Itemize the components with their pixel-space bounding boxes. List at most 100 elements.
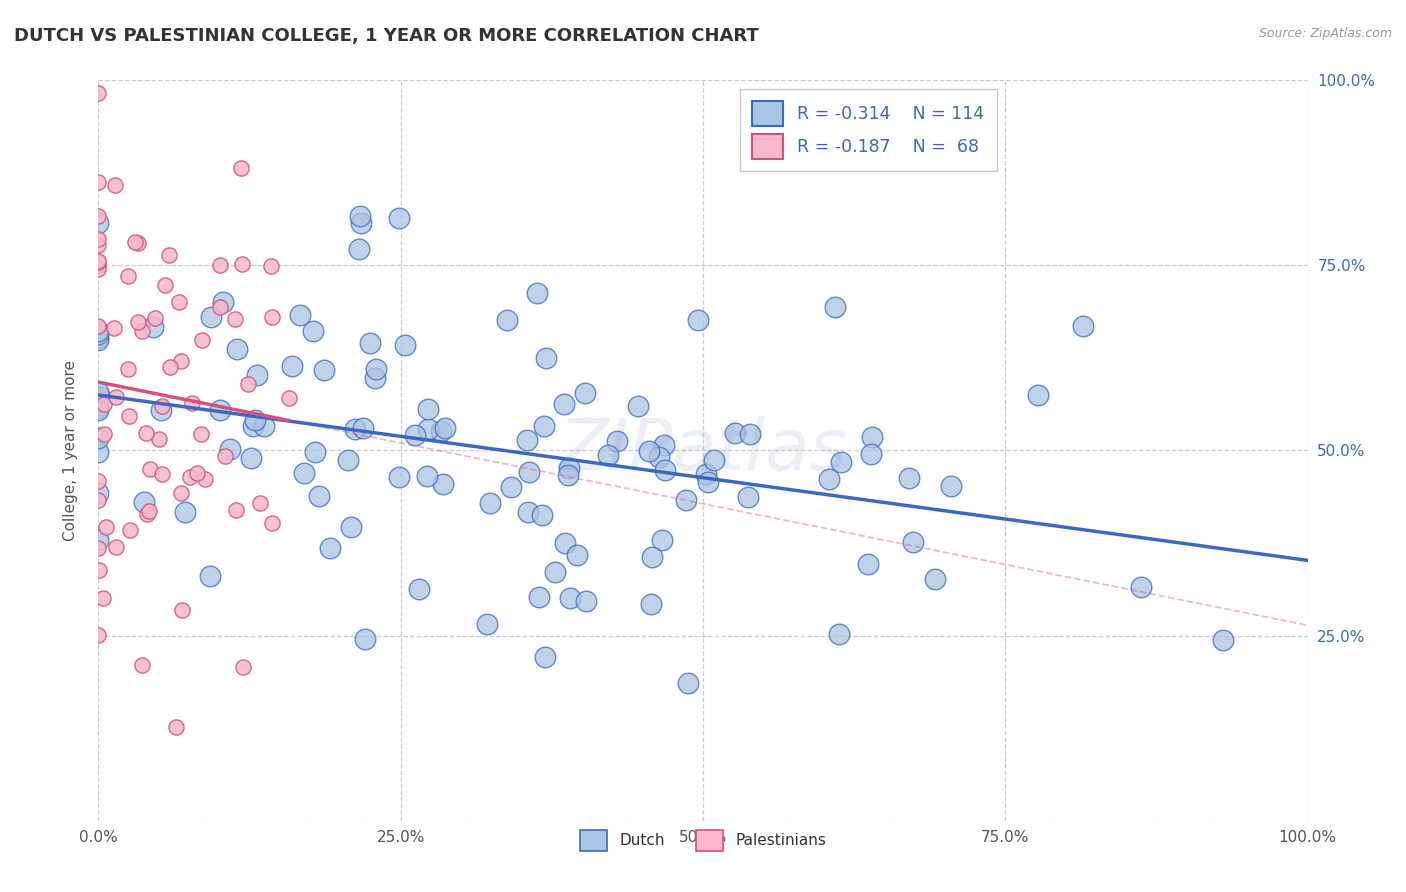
- Point: [554, 535, 576, 549]
- Point: [304, 445, 326, 459]
- Point: [117, 268, 139, 283]
- Point: [139, 462, 162, 476]
- Point: [209, 258, 232, 272]
- Point: [416, 401, 439, 416]
- Point: [87, 493, 110, 508]
- Point: [676, 676, 699, 690]
- Point: [87, 533, 110, 548]
- Point: [209, 300, 232, 314]
- Point: [475, 617, 498, 632]
- Point: [260, 259, 283, 273]
- Point: [179, 470, 201, 484]
- Point: [652, 437, 675, 451]
- Point: [724, 425, 747, 440]
- Point: [364, 361, 387, 376]
- Point: [214, 449, 236, 463]
- Point: [211, 295, 233, 310]
- Point: [87, 402, 110, 417]
- Point: [641, 550, 664, 565]
- Point: [181, 395, 204, 409]
- Point: [87, 326, 110, 341]
- Point: [343, 422, 366, 436]
- Point: [479, 496, 502, 510]
- Point: [359, 335, 381, 350]
- Point: [363, 370, 385, 384]
- Point: [606, 434, 628, 448]
- Point: [208, 403, 231, 417]
- Point: [246, 368, 269, 383]
- Point: [531, 508, 554, 522]
- Point: [87, 238, 110, 252]
- Point: [242, 419, 264, 434]
- Point: [155, 277, 177, 292]
- Point: [432, 476, 454, 491]
- Point: [226, 343, 249, 357]
- Point: [824, 300, 846, 314]
- Point: [860, 447, 883, 461]
- Point: [124, 235, 146, 249]
- Point: [280, 359, 302, 374]
- Point: [87, 385, 110, 400]
- Point: [87, 86, 110, 100]
- Point: [526, 286, 548, 301]
- Text: DUTCH VS PALESTINIAN COLLEGE, 1 YEAR OR MORE CORRELATION CHART: DUTCH VS PALESTINIAN COLLEGE, 1 YEAR OR …: [14, 27, 759, 45]
- Point: [308, 489, 330, 503]
- Point: [87, 431, 110, 445]
- Point: [1071, 318, 1094, 333]
- Legend: Dutch, Palestinians: Dutch, Palestinians: [574, 823, 832, 857]
- Point: [165, 720, 187, 734]
- Point: [132, 494, 155, 508]
- Point: [103, 320, 125, 334]
- Point: [157, 248, 180, 262]
- Point: [87, 258, 110, 272]
- Point: [575, 594, 598, 608]
- Point: [104, 390, 127, 404]
- Point: [302, 324, 325, 338]
- Point: [516, 505, 538, 519]
- Point: [416, 422, 439, 436]
- Point: [941, 479, 963, 493]
- Point: [191, 333, 214, 347]
- Point: [131, 324, 153, 338]
- Point: [314, 363, 336, 377]
- Point: [416, 469, 439, 483]
- Point: [87, 261, 110, 276]
- Point: [517, 465, 540, 479]
- Point: [127, 236, 149, 251]
- Point: [148, 432, 170, 446]
- Point: [190, 427, 212, 442]
- Point: [87, 209, 110, 223]
- Point: [565, 548, 588, 562]
- Point: [170, 603, 193, 617]
- Point: [87, 215, 110, 229]
- Point: [117, 362, 139, 376]
- Point: [225, 502, 247, 516]
- Point: [654, 463, 676, 477]
- Point: [349, 216, 371, 230]
- Point: [200, 310, 222, 324]
- Point: [245, 413, 267, 427]
- Point: [91, 591, 114, 606]
- Point: [87, 175, 110, 189]
- Point: [388, 470, 411, 484]
- Point: [352, 421, 374, 435]
- Point: [93, 397, 115, 411]
- Point: [408, 582, 430, 597]
- Point: [89, 562, 111, 576]
- Point: [118, 409, 141, 423]
- Point: [186, 466, 208, 480]
- Point: [558, 461, 581, 475]
- Point: [253, 418, 276, 433]
- Point: [194, 473, 217, 487]
- Point: [640, 597, 662, 611]
- Point: [224, 312, 246, 326]
- Y-axis label: College, 1 year or more: College, 1 year or more: [63, 360, 77, 541]
- Point: [637, 444, 659, 458]
- Point: [703, 452, 725, 467]
- Point: [87, 319, 110, 334]
- Point: [830, 455, 852, 469]
- Point: [87, 331, 110, 345]
- Point: [87, 445, 110, 459]
- Point: [534, 649, 557, 664]
- Point: [596, 448, 619, 462]
